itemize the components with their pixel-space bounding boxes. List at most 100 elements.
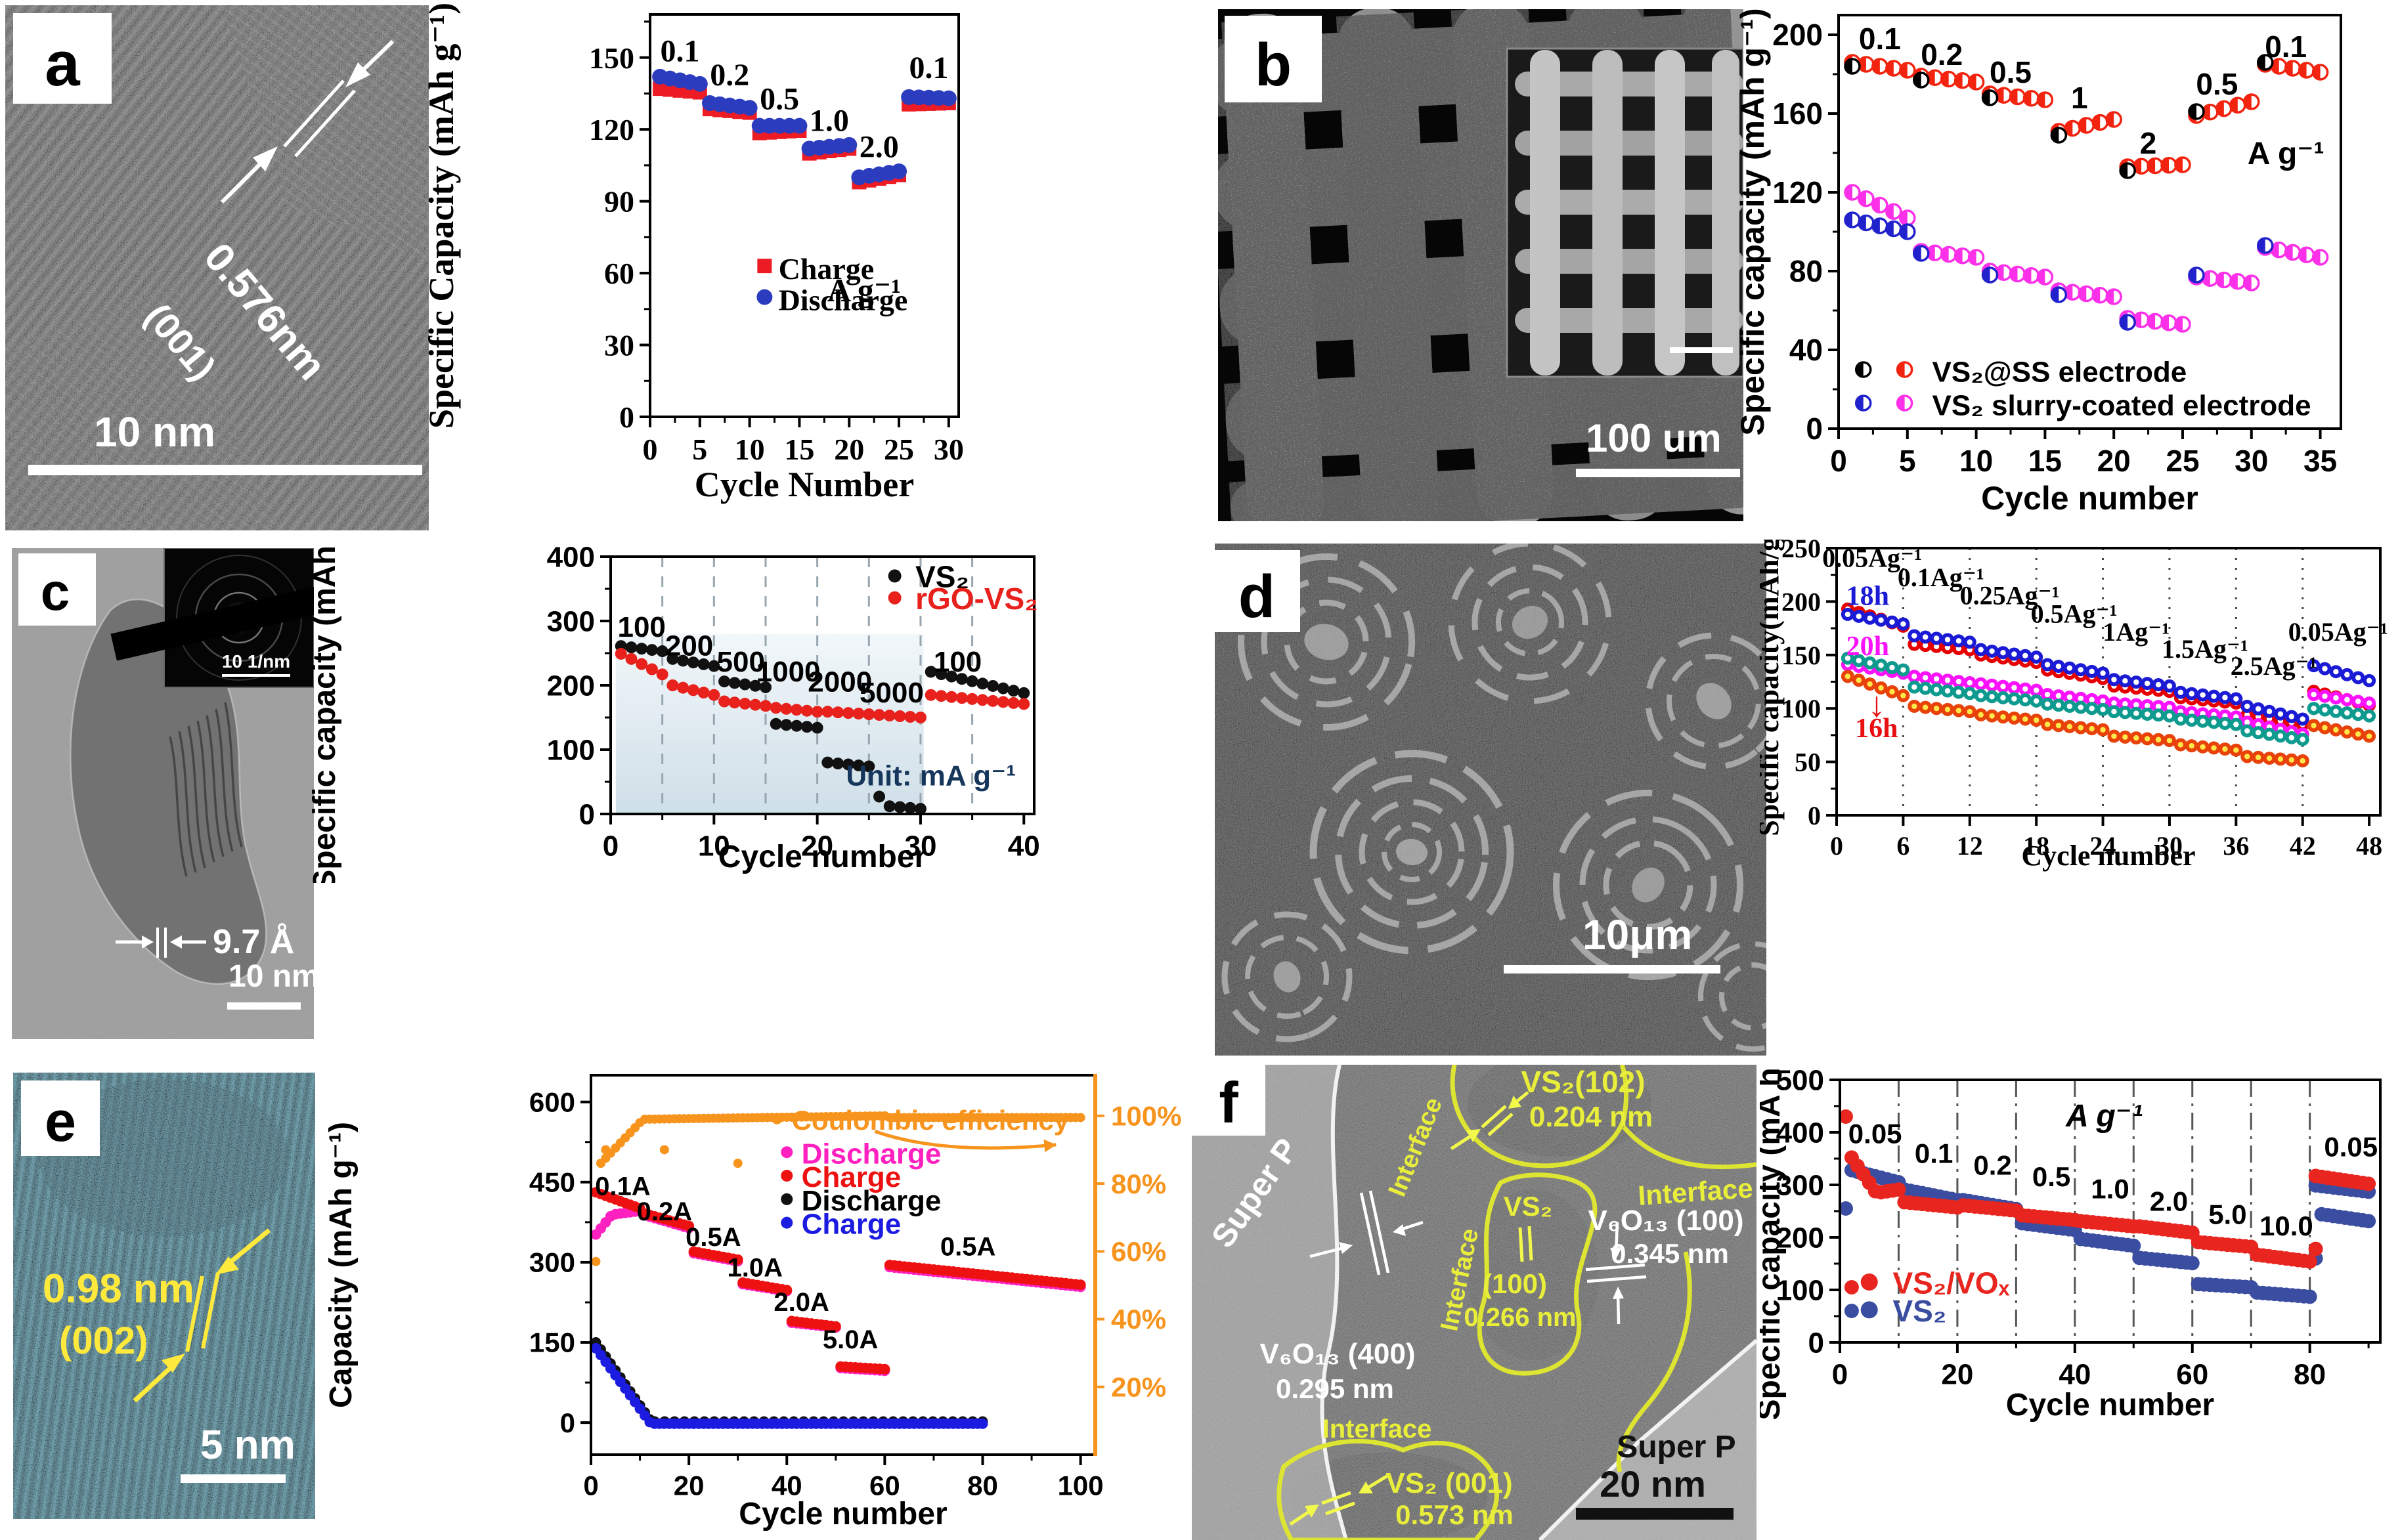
svg-text:1000: 1000 <box>756 656 821 688</box>
svg-text:100: 100 <box>1058 1470 1104 1501</box>
panel-label-box <box>1192 1065 1265 1136</box>
scale-bar <box>1576 469 1740 477</box>
svg-text:2: 2 <box>2140 126 2157 160</box>
svg-text:5: 5 <box>1899 444 1916 478</box>
svg-text:100: 100 <box>1776 1274 1824 1306</box>
svg-text:0.2: 0.2 <box>710 58 749 93</box>
panel-label-box <box>1225 16 1322 102</box>
svg-text:10: 10 <box>698 830 730 862</box>
svg-text:90: 90 <box>604 185 634 219</box>
svg-text:(100): (100) <box>1483 1268 1547 1299</box>
svg-text:VS₂(102): VS₂(102) <box>1521 1065 1645 1099</box>
panel-e-tem-image: 0.98 nm (002) 5 nm e <box>13 1073 315 1519</box>
panel-a-tem-image: 0.576nm (001) 10 nm a <box>5 5 429 530</box>
svg-text:0: 0 <box>583 1470 598 1501</box>
panel-label: d <box>1238 563 1275 630</box>
svg-text:200: 200 <box>1781 587 1821 616</box>
svg-text:60: 60 <box>2176 1358 2208 1390</box>
svg-text:42: 42 <box>2290 831 2316 861</box>
svg-text:0.1Ag⁻¹: 0.1Ag⁻¹ <box>1898 563 1984 592</box>
svg-text:0.05: 0.05 <box>1848 1118 1902 1149</box>
svg-text:25: 25 <box>2166 444 2199 478</box>
svg-text:16h: 16h <box>1855 714 1898 744</box>
svg-text:0.25Ag⁻¹: 0.25Ag⁻¹ <box>1960 581 2060 610</box>
panel-label: a <box>45 29 80 99</box>
svg-text:40: 40 <box>2059 1358 2091 1390</box>
svg-text:100%: 100% <box>1111 1101 1181 1132</box>
svg-text:V₆O₁₃ (400): V₆O₁₃ (400) <box>1259 1338 1415 1370</box>
panel-b-sem-image: 100 um b <box>1218 9 1743 521</box>
svg-text:Cycle number: Cycle number <box>2021 840 2195 872</box>
svg-text:0: 0 <box>1808 1327 1824 1359</box>
svg-text:Discharge: Discharge <box>802 1185 942 1217</box>
svg-text:0.5: 0.5 <box>760 82 799 117</box>
svg-text:1.0: 1.0 <box>810 103 849 138</box>
svg-text:120: 120 <box>589 113 634 146</box>
svg-text:0.1: 0.1 <box>909 51 949 85</box>
svg-text:0.1: 0.1 <box>660 34 699 69</box>
super-p-boundaries <box>1320 1065 1756 1540</box>
svg-text:20h: 20h <box>1846 631 1889 662</box>
scale-bar <box>28 465 422 475</box>
svg-text:0.2: 0.2 <box>1973 1149 2011 1180</box>
svg-text:120: 120 <box>1772 175 1823 209</box>
svg-text:rGO-VS₂: rGO-VS₂ <box>915 582 1038 616</box>
svg-text:80: 80 <box>1789 254 1823 288</box>
svg-text:0.1: 0.1 <box>1859 22 1901 56</box>
svg-text:0: 0 <box>1832 1358 1848 1390</box>
svg-text:600: 600 <box>529 1086 575 1117</box>
svg-text:100: 100 <box>1781 694 1821 723</box>
svg-text:450: 450 <box>529 1167 575 1198</box>
svg-text:30: 30 <box>604 329 634 362</box>
svg-text:0.05Ag⁻¹: 0.05Ag⁻¹ <box>1822 544 1922 573</box>
nanosheet-particle <box>70 598 267 985</box>
svg-text:200: 200 <box>547 670 595 702</box>
svg-text:100: 100 <box>547 734 595 766</box>
svg-text:VS₂: VS₂ <box>1893 1294 1947 1328</box>
scale-bar-label: 5 nm <box>200 1422 295 1468</box>
svg-text:10: 10 <box>1959 444 1993 478</box>
svg-text:Interface: Interface <box>1322 1415 1432 1444</box>
lattice-plane-label: (002) <box>59 1319 148 1362</box>
chart-f-rate-capability: 0 20 40 60 80 0 100 200 300 400 500 Cycle number Spe… <box>1760 1063 2382 1422</box>
svg-text:500: 500 <box>1776 1064 1824 1096</box>
svg-text:0.5: 0.5 <box>2196 67 2238 101</box>
svg-text:Cycle Number: Cycle Number <box>695 465 914 504</box>
svg-text:20: 20 <box>801 830 833 862</box>
lattice-spacing-label: 9.7 Å <box>213 923 294 961</box>
svg-text:0: 0 <box>643 433 658 466</box>
lattice-fringe-marks <box>283 79 356 158</box>
svg-text:0.2: 0.2 <box>1921 37 1963 72</box>
svg-text:0.1A: 0.1A <box>595 1172 651 1201</box>
svg-text:0.05: 0.05 <box>2324 1131 2378 1162</box>
svg-text:↓: ↓ <box>1867 685 1885 725</box>
svg-text:Unit: mA g⁻¹: Unit: mA g⁻¹ <box>846 760 1016 792</box>
svg-text:150: 150 <box>1781 641 1821 670</box>
svg-text:1.0: 1.0 <box>2091 1173 2129 1204</box>
svg-text:2.0A: 2.0A <box>774 1288 829 1317</box>
svg-text:300: 300 <box>1776 1169 1824 1201</box>
svg-text:0.204 nm: 0.204 nm <box>1529 1101 1653 1133</box>
svg-text:0: 0 <box>619 400 634 434</box>
svg-text:0: 0 <box>1830 444 1847 478</box>
svg-text:Specific capacity (mA h g⁻¹): Specific capacity (mA h g⁻¹) <box>1760 1063 1787 1421</box>
svg-text:80: 80 <box>2294 1358 2326 1390</box>
panel-f-tem-image: Super P VS₂(102) 0.204 nm Interface Inte… <box>1192 1065 1756 1540</box>
scale-bar-label: 10 nm <box>229 959 314 994</box>
svg-text:40: 40 <box>1789 333 1823 367</box>
svg-text:5: 5 <box>692 433 707 466</box>
svg-text:50: 50 <box>1795 748 1821 777</box>
svg-text:18: 18 <box>2023 831 2049 861</box>
svg-text:A g⁻¹: A g⁻¹ <box>2248 137 2324 171</box>
scale-bar <box>227 1002 301 1010</box>
svg-text:40%: 40% <box>1111 1304 1166 1335</box>
svg-text:V₆O₁₃ (100): V₆O₁₃ (100) <box>1588 1205 1743 1237</box>
lattice-spacing-label: 0.98 nm <box>43 1266 194 1312</box>
svg-text:VS₂ (001): VS₂ (001) <box>1385 1467 1512 1499</box>
panel-c-tem-image: 10 1/nm 9.7 Å 10 nm c <box>12 548 314 1039</box>
svg-text:VS₂: VS₂ <box>1504 1191 1553 1222</box>
svg-text:0.573 nm: 0.573 nm <box>1395 1499 1514 1530</box>
svg-text:18h: 18h <box>1846 581 1889 611</box>
svg-text:Specific capacity (mAh g⁻¹): Specific capacity (mAh g⁻¹) <box>309 542 342 883</box>
